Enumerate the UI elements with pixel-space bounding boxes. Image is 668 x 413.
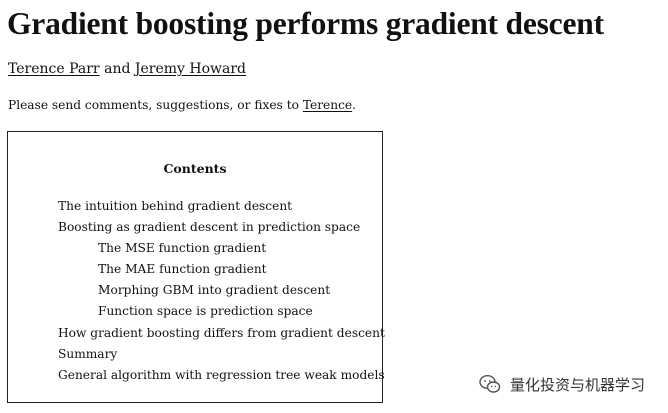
watermark: 量化投资与机器学习 [478,371,645,397]
author-link-terence-parr[interactable]: Terence Parr [8,61,100,77]
author-line: Terence Parr and Jeremy Howard [8,59,246,79]
toc-heading: Contents [163,161,227,176]
table-of-contents: Contents The intuition behind gradient d… [7,131,385,403]
page-title: Gradient boosting performs gradient desc… [7,6,604,41]
feedback-notice-suffix: . [352,98,357,112]
toc-item-morphing-gbm[interactable]: Morphing GBM into gradient descent [98,283,331,298]
toc-item-intuition[interactable]: The intuition behind gradient descent [58,199,293,213]
toc-item-mse-gradient[interactable]: The MSE function gradient [98,241,267,256]
feedback-notice-prefix: Please send comments, suggestions, or fi… [8,98,303,112]
author-link-jeremy-howard[interactable]: Jeremy Howard [134,61,247,77]
toc-item-boosting-as-gradient-descent[interactable]: Boosting as gradient descent in predicti… [58,220,361,235]
toc-item-mae-gradient[interactable]: The MAE function gradient [98,262,267,277]
wechat-icon [479,374,501,393]
feedback-contact-link[interactable]: Terence [302,98,353,112]
toc-item-general-algorithm[interactable]: General algorithm with regression tree w… [58,367,385,382]
author-conjunction: and [99,61,135,77]
toc-item-summary[interactable]: Summary [58,346,118,361]
toc-list: The intuition behind gradient descent Bo… [8,197,385,387]
toc-item-differences[interactable]: How gradient boosting differs from gradi… [58,325,385,340]
toc-item-function-space[interactable]: Function space is prediction space [98,304,313,319]
watermark-text: 量化投资与机器学习 [510,375,646,394]
feedback-notice: Please send comments, suggestions, or fi… [8,96,356,114]
